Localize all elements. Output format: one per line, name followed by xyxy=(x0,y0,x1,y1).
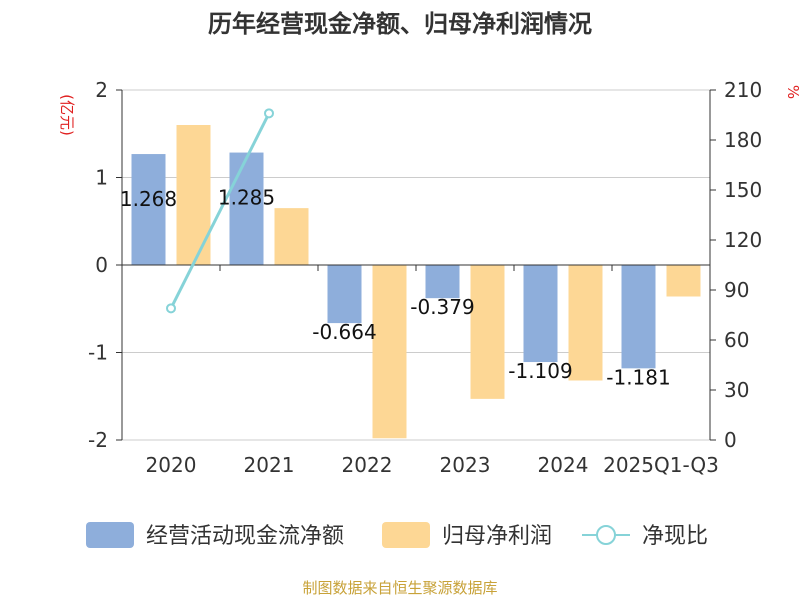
legend-swatch xyxy=(382,522,430,548)
bar-operating-cash-flow[interactable] xyxy=(131,154,166,265)
right-axis-tick-label: 210 xyxy=(724,78,762,102)
right-axis-tick-label: 0 xyxy=(724,428,737,452)
right-axis-tick-label: 60 xyxy=(724,328,749,352)
x-axis-tick-label: 2021 xyxy=(244,453,295,477)
bar-net-profit[interactable] xyxy=(666,265,701,297)
bar-value-label: -0.379 xyxy=(410,295,474,319)
bar-value-label: -1.109 xyxy=(508,359,572,383)
x-axis-tick-label: 2023 xyxy=(440,453,491,477)
bar-net-profit[interactable] xyxy=(274,208,309,265)
bar-value-label: 1.285 xyxy=(218,186,275,210)
net-cash-ratio-line xyxy=(169,112,271,310)
legend-item-net-cash-ratio[interactable]: 净现比 xyxy=(582,524,708,549)
net-cash-ratio-point[interactable] xyxy=(166,303,176,314)
right-axis-unit: % xyxy=(784,85,800,99)
line-layer xyxy=(166,108,274,314)
x-axis-tick-label: 2025Q1-Q3 xyxy=(603,453,719,477)
bar-layer xyxy=(131,125,701,439)
right-axis-tick-label: 150 xyxy=(724,178,762,202)
left-axis-unit: (亿元) xyxy=(58,94,76,136)
left-axis-tick-label: 1 xyxy=(95,166,108,190)
bar-value-label: -0.664 xyxy=(312,320,376,344)
left-axis-tick-label: -2 xyxy=(88,428,108,452)
legend-item-operating-cash-flow[interactable]: 经营活动现金流净额 xyxy=(86,522,344,549)
bar-operating-cash-flow[interactable] xyxy=(621,265,656,369)
bar-net-profit[interactable] xyxy=(176,125,211,265)
x-axis-tick-label: 2024 xyxy=(538,453,589,477)
legend-swatch xyxy=(86,522,134,548)
bar-operating-cash-flow[interactable] xyxy=(425,265,460,299)
legend-label: 净现比 xyxy=(642,524,708,549)
right-axis-tick-label: 90 xyxy=(724,278,749,302)
legend-swatch-marker xyxy=(596,525,616,545)
right-axis-tick-label: 30 xyxy=(724,378,749,402)
bar-operating-cash-flow[interactable] xyxy=(229,152,264,265)
bar-net-profit[interactable] xyxy=(372,265,407,439)
left-axis-tick-label: 0 xyxy=(95,253,108,277)
legend[interactable]: 经营活动现金流净额 归母净利润 净现比 xyxy=(86,522,708,549)
x-axis-tick-label: 2022 xyxy=(342,453,393,477)
data-labels: 1.268 1.285 -0.664 -0.379 -1.109 -1.181 xyxy=(120,186,671,390)
left-axis-tick-label: -1 xyxy=(88,341,108,365)
net-cash-ratio-point[interactable] xyxy=(264,108,274,119)
bar-net-profit[interactable] xyxy=(568,265,603,381)
source-note: 制图数据来自恒生聚源数据库 xyxy=(302,579,497,597)
bar-operating-cash-flow[interactable] xyxy=(327,265,362,324)
legend-item-net-profit[interactable]: 归母净利润 xyxy=(382,522,552,549)
right-axis-tick-label: 120 xyxy=(724,228,762,252)
bar-value-label: -1.181 xyxy=(606,365,670,389)
right-axis-tick-label: 180 xyxy=(724,128,762,152)
bar-net-profit[interactable] xyxy=(470,265,505,399)
bar-value-label: 1.268 xyxy=(120,187,177,211)
bar-operating-cash-flow[interactable] xyxy=(523,265,558,363)
legend-label: 归母净利润 xyxy=(442,524,552,549)
legend-label: 经营活动现金流净额 xyxy=(146,524,344,549)
chart-title: 历年经营现金净额、归母净利润情况 xyxy=(208,10,592,38)
x-axis-tick-label: 2020 xyxy=(146,453,197,477)
left-axis-tick-label: 2 xyxy=(95,78,108,102)
